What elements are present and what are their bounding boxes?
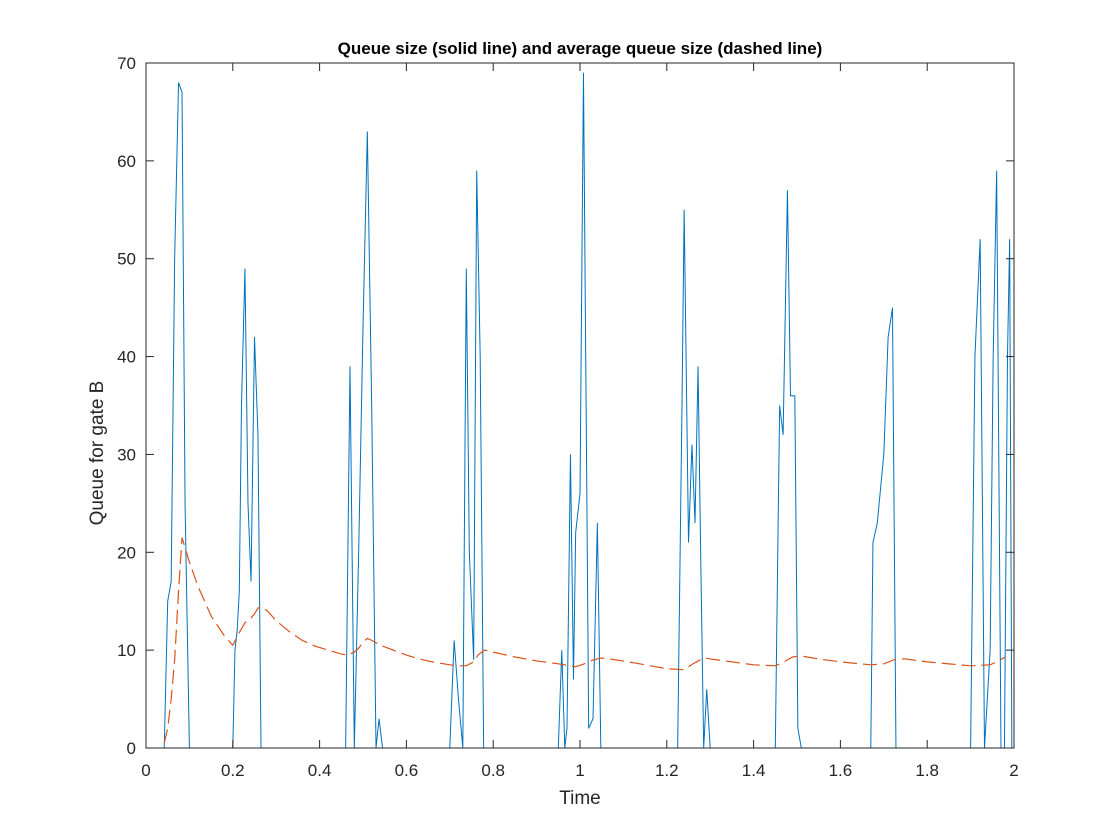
y-tick-label: 50 — [117, 250, 136, 269]
x-axis-label: Time — [559, 788, 601, 809]
y-axis-label: Queue for gate B — [87, 381, 108, 526]
x-tick-label: 1 — [575, 761, 584, 780]
average-queue-size-line — [163, 537, 1006, 744]
plot-area — [146, 72, 1013, 749]
x-tick-label: 1.2 — [655, 761, 679, 780]
x-tick-label: 1.6 — [829, 761, 853, 780]
x-tick-label: 0 — [141, 761, 150, 780]
x-tick-label: 1.4 — [742, 761, 766, 780]
x-tick-label: 2 — [1009, 761, 1018, 780]
chart-title: Queue size (solid line) and average queu… — [338, 39, 823, 58]
y-axis: 0 10 20 30 40 50 60 70 — [117, 54, 1014, 758]
y-tick-label: 40 — [117, 348, 136, 367]
x-tick-label: 1.8 — [915, 761, 939, 780]
y-tick-label: 20 — [117, 543, 136, 562]
y-tick-label: 30 — [117, 445, 136, 464]
x-tick-label: 0.2 — [221, 761, 245, 780]
y-tick-label: 10 — [117, 641, 136, 660]
x-tick-label: 0.4 — [308, 761, 332, 780]
y-tick-label: 70 — [117, 54, 136, 73]
x-tick-label: 0.6 — [395, 761, 419, 780]
x-tick-label: 0.8 — [481, 761, 505, 780]
y-tick-label: 60 — [117, 152, 136, 171]
x-axis: 0 0.2 0.4 0.6 0.8 1 1.2 1.4 1.6 1.8 2 — [141, 63, 1019, 780]
queue-size-line — [146, 72, 1013, 749]
y-tick-label: 0 — [127, 739, 136, 758]
